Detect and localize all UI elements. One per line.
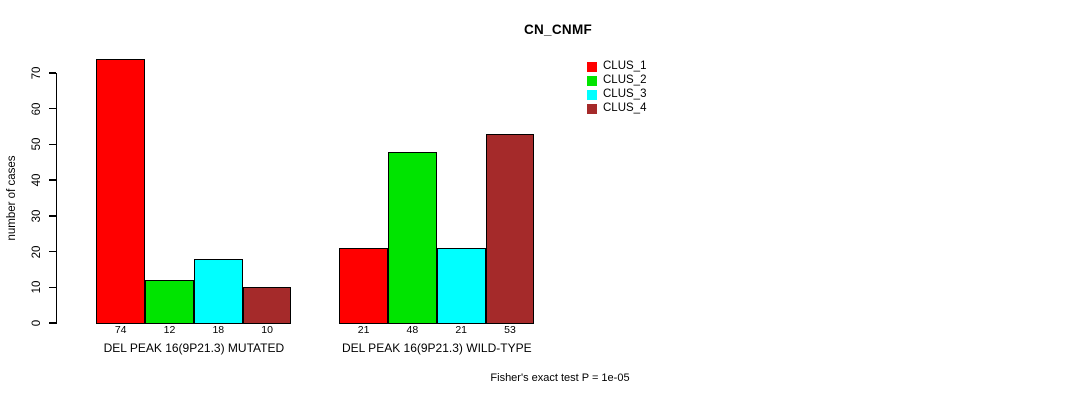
bar-value-label: 21 <box>455 324 468 336</box>
chart-title: CN_CNMF <box>523 22 593 37</box>
legend-label: CLUS_3 <box>603 88 647 100</box>
legend-label: CLUS_2 <box>603 74 647 86</box>
bar-value-label: 12 <box>163 324 176 336</box>
y-axis-tick-label: 0 <box>31 319 43 327</box>
y-axis-tick-label: 60 <box>31 102 43 116</box>
bar-CLUS_2-group-0 <box>145 280 194 325</box>
y-axis-tick <box>48 250 56 253</box>
legend-swatch-icon <box>587 103 597 114</box>
bar-CLUS_3-group-1 <box>436 248 486 325</box>
y-axis-tick-label: 70 <box>31 66 43 80</box>
y-axis-tick <box>48 215 56 217</box>
x-axis-group-label: DEL PEAK 16(9P21.3) WILD-TYPE <box>341 341 532 355</box>
bar-value-label: 74 <box>114 324 127 336</box>
y-axis-tick-label: 20 <box>31 245 43 258</box>
legend-label: CLUS_1 <box>603 60 647 72</box>
bar-CLUS_1-group-1 <box>339 248 388 325</box>
bar-value-label: 48 <box>406 324 419 336</box>
bar-CLUS_3-group-0 <box>193 258 243 325</box>
bar-CLUS_4-group-1 <box>485 133 535 325</box>
bar-value-label: 18 <box>212 324 225 336</box>
y-axis-tick <box>48 179 56 181</box>
bar-CLUS_4-group-0 <box>242 287 292 325</box>
annotation: Fisher's exact test P = 1e-05 <box>490 372 630 384</box>
legend-item: CLUS_4 <box>587 102 647 114</box>
y-axis-tick <box>48 143 56 146</box>
bar-value-label: 53 <box>504 324 516 336</box>
bar-value-label: 10 <box>261 324 273 336</box>
legend-swatch-icon <box>587 61 597 72</box>
bar-CLUS_2-group-1 <box>388 151 437 325</box>
y-axis-tick <box>48 108 56 110</box>
legend-swatch-icon <box>587 75 597 86</box>
y-axis-tick-label: 10 <box>31 280 43 294</box>
y-axis-tick-label: 50 <box>31 138 43 151</box>
y-axis-tick-label: 30 <box>31 209 43 223</box>
y-axis-tick <box>48 322 56 324</box>
legend: CLUS_1 CLUS_2 CLUS_3 CLUS_4 <box>587 60 647 117</box>
x-axis-group-label: DEL PEAK 16(9P21.3) MUTATED <box>103 341 285 355</box>
legend-item: CLUS_2 <box>587 74 647 86</box>
bar-CLUS_1-group-0 <box>96 58 146 325</box>
bar-value-label: 21 <box>357 324 370 336</box>
legend-item: CLUS_3 <box>587 88 647 100</box>
y-axis-line <box>55 73 57 325</box>
legend-swatch-icon <box>587 89 597 100</box>
legend-item: CLUS_1 <box>587 60 647 72</box>
y-axis-tick-label: 40 <box>31 173 43 187</box>
legend-label: CLUS_4 <box>603 102 647 114</box>
y-axis-tick <box>48 286 56 288</box>
y-axis-tick <box>48 72 56 74</box>
